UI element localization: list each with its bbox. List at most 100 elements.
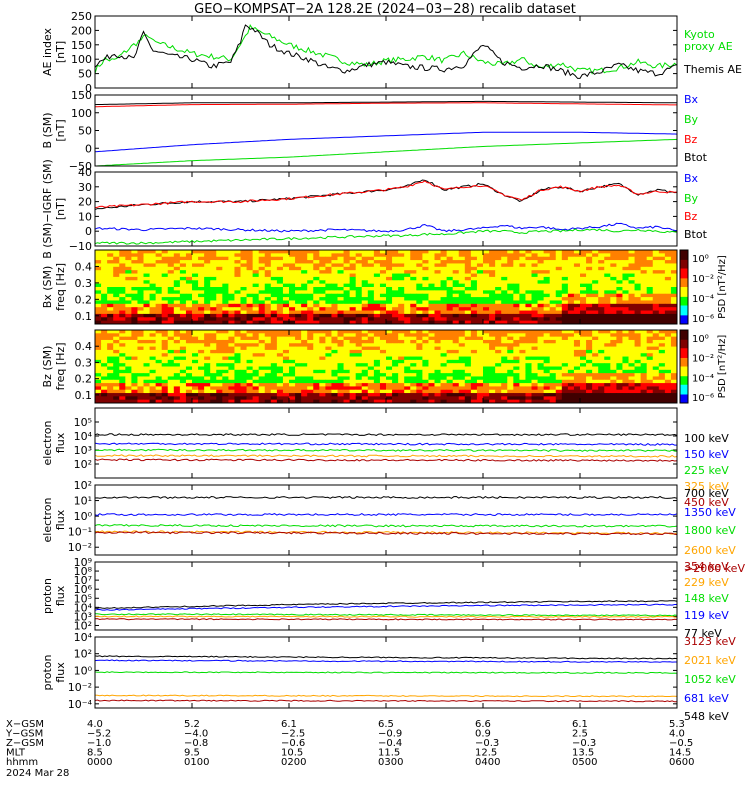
spectrogram-cell [404, 317, 411, 322]
spectrogram-cell [464, 393, 472, 397]
spectrogram-cell [101, 320, 108, 325]
spectrogram-cell [179, 260, 187, 264]
spectrogram-cell [179, 376, 187, 381]
spectrogram-cell [446, 386, 454, 391]
spectrogram-cell [349, 320, 357, 325]
spectrogram-cell [598, 263, 605, 268]
spectrogram-cell [483, 379, 490, 384]
spectrogram-cell [549, 290, 557, 295]
spectrogram-cell [586, 369, 593, 374]
spectrogram-cell [295, 399, 302, 404]
spectrogram-cell [464, 376, 472, 381]
spectrogram-cell [282, 253, 290, 258]
spectrogram-cell [295, 266, 302, 271]
spectrogram-cell [640, 307, 648, 311]
spectrogram-cell [458, 300, 466, 305]
spectrogram-cell [349, 263, 357, 268]
spectrogram-cell [440, 270, 448, 274]
spectrogram-cell [489, 393, 496, 397]
spectrogram-cell [628, 263, 635, 268]
spectrogram-cell [464, 339, 472, 344]
spectrogram-cell [549, 263, 557, 268]
spectrogram-cell [616, 399, 623, 404]
spectrogram-cell [355, 349, 363, 354]
spectrogram-cell [464, 366, 472, 371]
spectrogram-cell [216, 266, 223, 271]
spectrogram-cell [125, 336, 132, 341]
spectrogram-cell [228, 317, 235, 322]
colorbar-swatch [680, 376, 688, 378]
spectrogram-cell [476, 300, 484, 305]
spectrogram-cell [404, 330, 411, 334]
spectrogram-cell [567, 287, 575, 291]
spectrogram-cell [489, 273, 496, 278]
spectrogram-cell [337, 389, 344, 394]
spectrogram-cell [489, 253, 496, 258]
spectrogram-cell [640, 396, 648, 401]
spectrogram-cell [143, 266, 150, 271]
spectrogram-cell [573, 383, 581, 387]
spectrogram-cell [616, 366, 623, 371]
spectrogram-cell [604, 399, 611, 404]
spectrogram-cell [398, 339, 405, 344]
spectrogram-cell [610, 263, 617, 268]
spectrogram-cell [458, 346, 466, 351]
spectrogram-cell [604, 276, 611, 281]
spectrogram-cell [258, 346, 266, 351]
spectrogram-cell [610, 386, 617, 391]
spectrogram-cell [476, 349, 484, 354]
spectrogram-cell [343, 290, 351, 295]
spectrogram-cell [422, 290, 429, 295]
spectrogram-cell [610, 266, 617, 271]
colorbar-swatch [680, 284, 688, 287]
spectrogram-cell [264, 313, 272, 318]
spectrogram-cell [252, 383, 260, 387]
spectrogram-cell [319, 256, 326, 261]
spectrogram-cell [331, 310, 338, 315]
spectrogram-cell [173, 333, 181, 338]
spectrogram-cell [210, 320, 217, 325]
spectrogram-cell [355, 276, 363, 281]
spectrogram-cell [622, 363, 629, 367]
spectrogram-cell [367, 250, 375, 254]
spectrogram-cell [640, 389, 648, 394]
spectrogram-cell [113, 383, 120, 387]
spectrogram-cell [531, 320, 538, 325]
spectrogram-cell [361, 396, 369, 401]
spectrogram-cell [537, 359, 545, 364]
spectrogram-cell [367, 307, 375, 311]
spectrogram-cell [610, 336, 617, 341]
spectrogram-cell [295, 386, 302, 391]
spectrogram-cell [634, 310, 642, 315]
spectrogram-cell [95, 290, 102, 295]
spectrogram-cell [446, 273, 454, 278]
spectrogram-cell [367, 376, 375, 381]
spectrogram-cell [404, 266, 411, 271]
spectrogram-cell [416, 317, 423, 322]
spectrogram-cell [386, 253, 393, 258]
spectrogram-cell [628, 310, 635, 315]
spectrogram-cell [434, 376, 441, 381]
spectrogram-cell [240, 253, 247, 258]
spectrogram-cell [270, 270, 278, 274]
spectrogram-cell [592, 256, 599, 261]
spectrogram-cell [276, 256, 284, 261]
spectrogram-cell [113, 250, 120, 254]
spectrogram-cell [204, 399, 211, 404]
spectrogram-cell [361, 290, 369, 295]
spectrogram-cell [495, 320, 502, 325]
spectrogram-cell [149, 346, 157, 351]
series-line [94, 671, 678, 674]
spectrogram-cell [167, 290, 175, 295]
spectrogram-cell [573, 276, 581, 281]
spectrogram-cell [276, 386, 284, 391]
spectrogram-cell [349, 389, 357, 394]
spectrogram-cell [670, 263, 678, 268]
spectrogram-cell [240, 280, 247, 285]
spectrogram-cell [379, 280, 387, 285]
spectrogram-cell [586, 266, 593, 271]
spectrogram-cell [149, 389, 157, 394]
spectrogram-cell [561, 287, 569, 291]
spectrogram-cell [495, 283, 502, 288]
spectrogram-cell [428, 356, 435, 361]
